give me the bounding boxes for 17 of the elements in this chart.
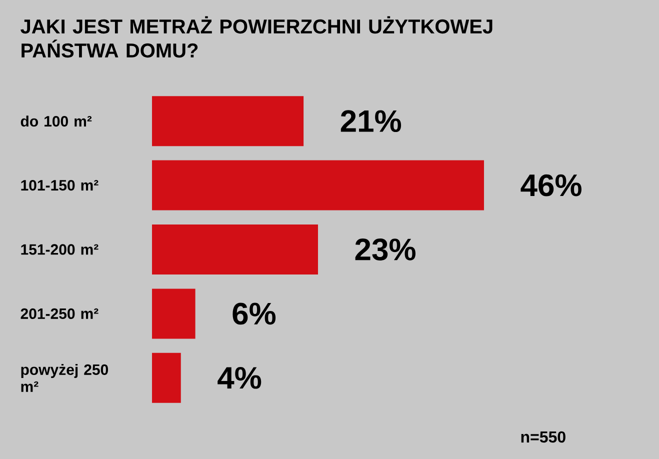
data-label: 21%: [340, 110, 402, 132]
y-tick-label: 151-200 m²: [21, 244, 98, 255]
y-tick-label: 101-150 m²: [21, 180, 98, 191]
y-tick-label: do 100 m²: [20, 116, 92, 127]
bar: [152, 160, 484, 210]
bar: [152, 288, 196, 339]
y-tick-label: powyżej 250 m²: [21, 364, 108, 392]
bar: [152, 96, 304, 146]
chart-title: JAKI JEST METRAŻ POWIERZCHNI UŻYTKOWEJ PAŃSTWA DOMU?: [20, 16, 492, 58]
text: n=550: [521, 431, 566, 443]
data-label: 6%: [232, 302, 276, 325]
data-label: 23%: [355, 238, 416, 260]
data-label: 46%: [520, 174, 582, 196]
bar: [152, 352, 181, 403]
y-tick-label: 201-250 m²: [20, 308, 98, 319]
data-label: 4%: [218, 366, 262, 389]
bar: [152, 224, 318, 274]
